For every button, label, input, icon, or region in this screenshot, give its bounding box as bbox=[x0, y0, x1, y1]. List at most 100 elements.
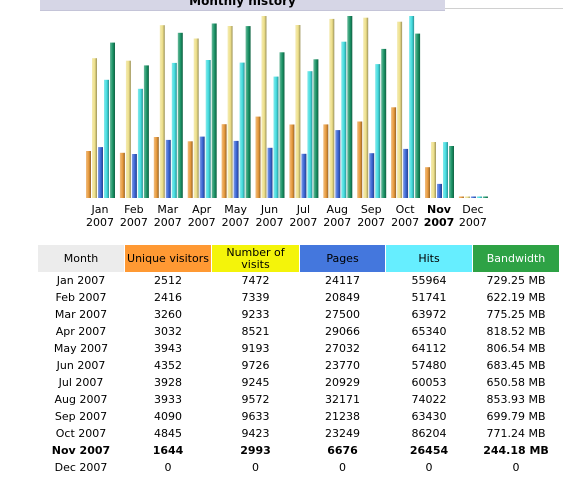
bar-visits-may bbox=[227, 26, 233, 198]
cell-month: Apr 2007 bbox=[55, 325, 107, 338]
bar-unique-jan bbox=[86, 151, 91, 198]
bar-unique-dec bbox=[458, 196, 464, 198]
cell-bandwidth: 244.18 MB bbox=[483, 444, 549, 457]
table-row: Dec 2007 0 0 0 0 0 bbox=[38, 459, 559, 476]
x-tick-year-nov: 2007 bbox=[424, 216, 455, 229]
x-tick-year-apr: 2007 bbox=[188, 216, 216, 229]
bar-pages-aug bbox=[335, 130, 341, 198]
table-row: Jul 2007 3928 9245 20929 60053 650.58 MB bbox=[38, 374, 559, 391]
table-row: Aug 2007 3933 9572 32171 74022 853.93 MB bbox=[38, 391, 559, 408]
bar-unique-jul bbox=[289, 124, 295, 198]
cell-pages: 20849 bbox=[325, 291, 360, 304]
bar-pages-jun bbox=[267, 147, 273, 198]
bar-unique-nov bbox=[425, 167, 430, 198]
header-month: Month bbox=[38, 245, 124, 272]
cell-pages: 20929 bbox=[325, 376, 360, 389]
cell-visits: 8521 bbox=[241, 325, 270, 338]
bar-hits-aug bbox=[341, 41, 347, 199]
table-row: Jan 2007 2512 7472 24117 55964 729.25 MB bbox=[38, 272, 559, 289]
section-title: Monthly history bbox=[189, 0, 296, 8]
bar-unique-feb bbox=[119, 152, 125, 198]
cell-hits: 64112 bbox=[411, 342, 447, 355]
cell-hits: 65340 bbox=[411, 325, 447, 338]
bar-hits-jul bbox=[307, 71, 313, 198]
x-tick-year-mar: 2007 bbox=[154, 216, 182, 229]
bar-pages-dec bbox=[470, 196, 476, 198]
cell-bandwidth: 0 bbox=[512, 461, 520, 474]
bar-bandwidth-dec bbox=[482, 196, 488, 198]
cell-visits: 9633 bbox=[241, 410, 270, 423]
cell-unique-visitors: 0 bbox=[164, 461, 172, 474]
cell-bandwidth: 771.24 MB bbox=[486, 427, 546, 440]
bar-hits-jan bbox=[104, 79, 109, 198]
x-tick-month-feb: Feb bbox=[124, 203, 143, 216]
bar-bandwidth-nov bbox=[449, 146, 454, 198]
header-pages: Pages bbox=[300, 245, 385, 272]
header-divider bbox=[445, 8, 563, 9]
x-tick-year-feb: 2007 bbox=[120, 216, 148, 229]
cell-pages: 27500 bbox=[325, 308, 360, 321]
cell-unique-visitors: 3928 bbox=[154, 376, 182, 389]
bar-hits-apr bbox=[205, 60, 211, 198]
x-tick-year-sep: 2007 bbox=[357, 216, 385, 229]
cell-pages: 23770 bbox=[325, 359, 360, 372]
bar-hits-may bbox=[239, 62, 245, 198]
bar-hits-jun bbox=[273, 76, 279, 198]
x-tick-month-oct: Oct bbox=[396, 203, 416, 216]
x-tick-month-nov: Nov bbox=[427, 203, 452, 216]
x-tick-year-may: 2007 bbox=[222, 216, 250, 229]
cell-visits: 9572 bbox=[241, 393, 270, 406]
cell-month: Nov 2007 bbox=[51, 444, 111, 457]
x-tick-month-aug: Aug bbox=[327, 203, 348, 216]
cell-bandwidth: 818.52 MB bbox=[486, 325, 546, 338]
header-number-of-visits: Number of visits bbox=[212, 245, 299, 272]
cell-month: Aug 2007 bbox=[54, 393, 108, 406]
cell-month: Feb 2007 bbox=[55, 291, 107, 304]
header-unique-visitors: Unique visitors bbox=[125, 245, 211, 272]
x-tick-month-may: May bbox=[224, 203, 247, 216]
bar-unique-apr bbox=[187, 141, 193, 198]
cell-month: Sep 2007 bbox=[54, 410, 108, 423]
cell-month: May 2007 bbox=[53, 342, 109, 355]
cell-pages: 23249 bbox=[325, 427, 360, 440]
table-row: Apr 2007 3032 8521 29066 65340 818.52 MB bbox=[38, 323, 559, 340]
table-row: Jun 2007 4352 9726 23770 57480 683.45 MB bbox=[38, 357, 559, 374]
bar-visits-sep bbox=[363, 17, 369, 199]
bar-bandwidth-oct bbox=[415, 33, 421, 198]
cell-unique-visitors: 3260 bbox=[154, 308, 182, 321]
x-tick-year-jan: 2007 bbox=[86, 216, 114, 229]
cell-pages: 24117 bbox=[325, 274, 360, 287]
cell-pages: 27032 bbox=[325, 342, 360, 355]
cell-month: Jun 2007 bbox=[56, 359, 106, 372]
cell-visits: 2993 bbox=[240, 444, 271, 457]
bar-unique-aug bbox=[323, 124, 329, 198]
cell-month: Dec 2007 bbox=[54, 461, 108, 474]
bar-bandwidth-mar bbox=[177, 32, 183, 198]
bar-bandwidth-jan bbox=[110, 42, 115, 198]
header-hits: Hits bbox=[386, 245, 472, 272]
bar-visits-nov bbox=[431, 142, 436, 198]
cell-hits: 51741 bbox=[411, 291, 447, 304]
x-tick-year-dec: 2007 bbox=[459, 216, 487, 229]
x-tick-month-jan: Jan bbox=[91, 203, 109, 216]
table-row: Feb 2007 2416 7339 20849 51741 622.19 MB bbox=[38, 289, 559, 306]
cell-unique-visitors: 4352 bbox=[154, 359, 182, 372]
bar-bandwidth-feb bbox=[143, 65, 149, 199]
bar-pages-apr bbox=[199, 136, 205, 198]
table-row: May 2007 3943 9193 27032 64112 806.54 MB bbox=[38, 340, 559, 357]
cell-hits: 26454 bbox=[409, 444, 449, 457]
table-header-row: Month Unique visitors Number of visits P… bbox=[38, 245, 559, 272]
bar-visits-jun bbox=[261, 16, 267, 198]
x-tick-year-oct: 2007 bbox=[391, 216, 419, 229]
monthly-stats-table: Month Unique visitors Number of visits P… bbox=[37, 245, 560, 476]
x-tick-year-aug: 2007 bbox=[323, 216, 351, 229]
cell-hits: 63430 bbox=[411, 410, 447, 423]
bar-visits-jan bbox=[92, 58, 97, 199]
x-tick-month-dec: Dec bbox=[462, 203, 483, 216]
bar-bandwidth-jun bbox=[279, 52, 285, 198]
table-row: Mar 2007 3260 9233 27500 63972 775.25 MB bbox=[38, 306, 559, 323]
bar-hits-oct bbox=[409, 16, 415, 198]
bar-unique-sep bbox=[357, 121, 363, 198]
cell-hits: 60053 bbox=[411, 376, 447, 389]
bar-visits-aug bbox=[329, 18, 335, 199]
